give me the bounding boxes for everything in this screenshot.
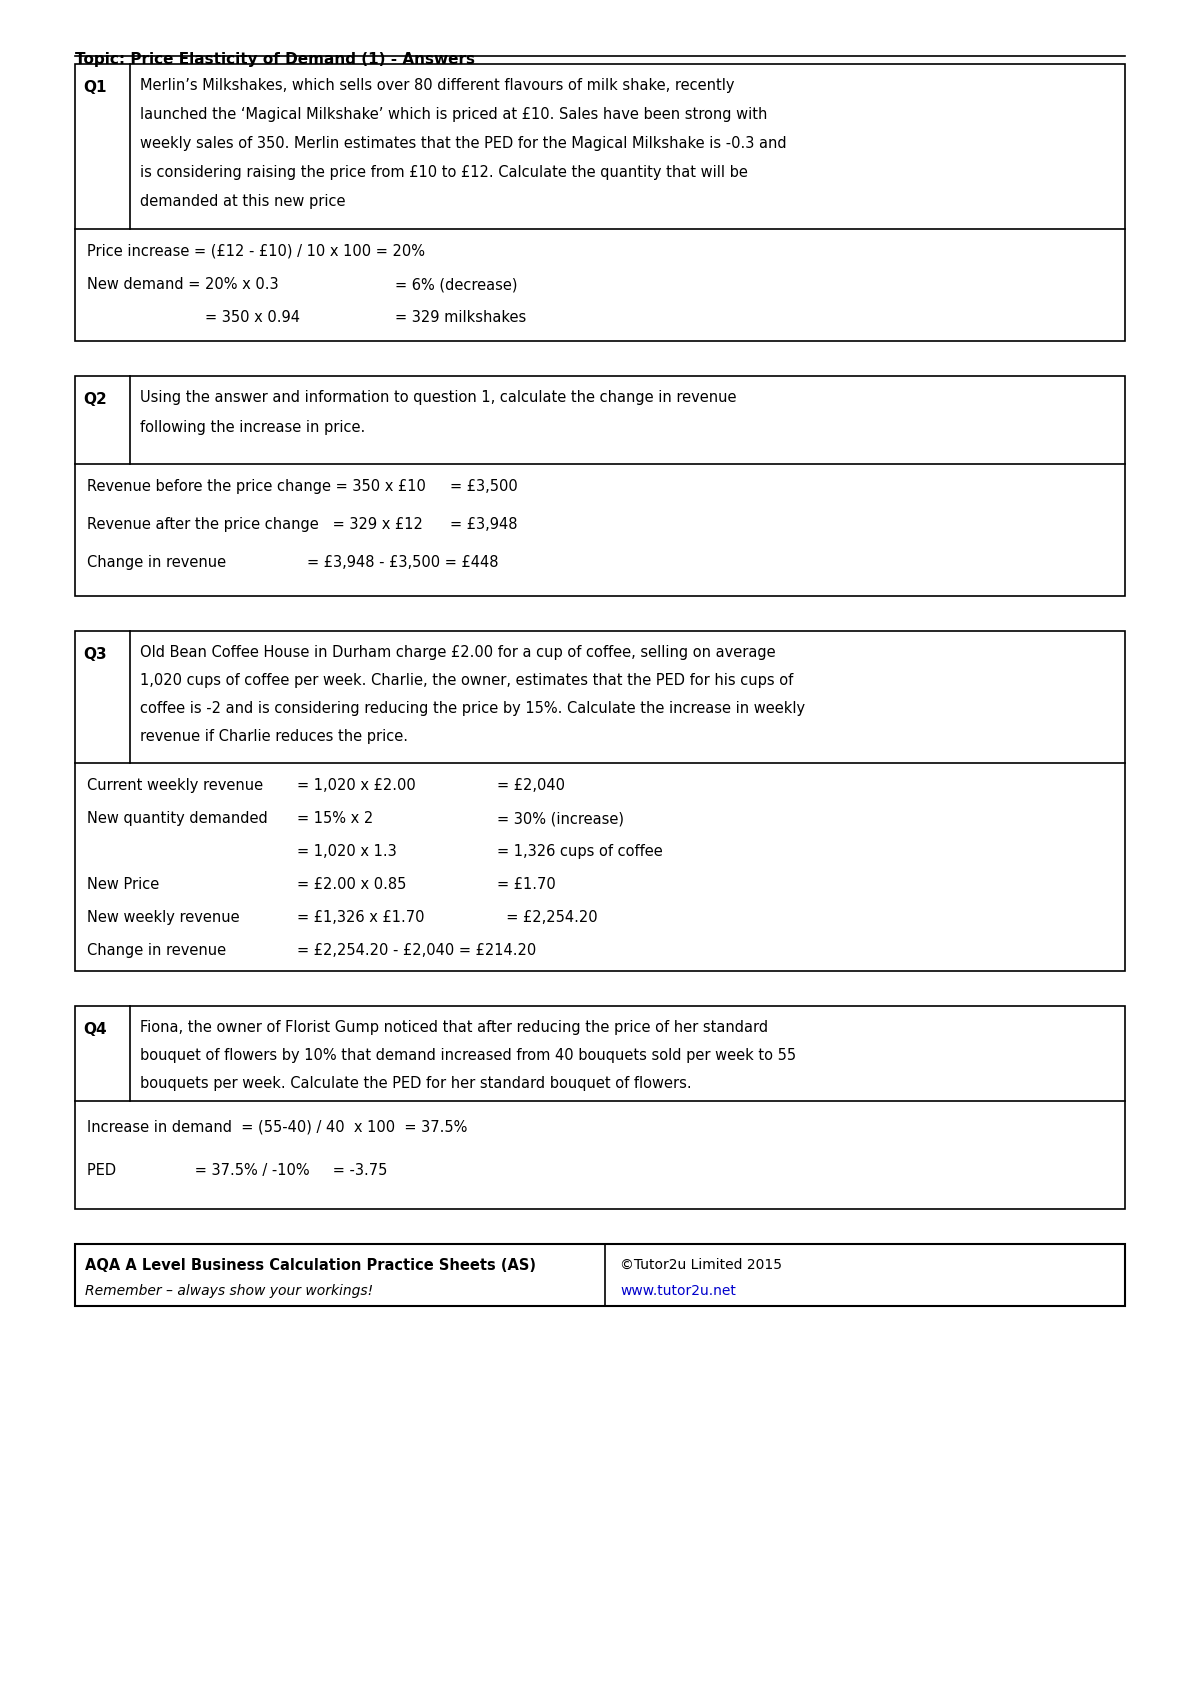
Text: = £3,948: = £3,948 xyxy=(450,517,517,533)
Text: Change in revenue: Change in revenue xyxy=(88,555,226,570)
Bar xyxy=(74,64,1126,341)
Text: is considering raising the price from £10 to £12. Calculate the quantity that wi: is considering raising the price from £1… xyxy=(140,165,748,180)
Text: = £2,040: = £2,040 xyxy=(497,778,565,794)
Text: = £3,500: = £3,500 xyxy=(450,478,517,494)
Text: weekly sales of 350. Merlin estimates that the PED for the Magical Milkshake is : weekly sales of 350. Merlin estimates th… xyxy=(140,136,787,151)
Bar xyxy=(74,1243,1126,1306)
Text: Remember – always show your workings!: Remember – always show your workings! xyxy=(85,1284,373,1297)
Text: Fiona, the owner of Florist Gump noticed that after reducing the price of her st: Fiona, the owner of Florist Gump noticed… xyxy=(140,1019,768,1035)
Text: Change in revenue: Change in revenue xyxy=(88,943,226,958)
Text: Increase in demand  = (55-40) / 40  x 100  = 37.5%: Increase in demand = (55-40) / 40 x 100 … xyxy=(88,1119,467,1135)
Text: = 1,326 cups of coffee: = 1,326 cups of coffee xyxy=(497,845,662,858)
Bar xyxy=(74,1006,1126,1209)
Text: revenue if Charlie reduces the price.: revenue if Charlie reduces the price. xyxy=(140,729,408,745)
Bar xyxy=(74,631,1126,972)
Text: bouquet of flowers by 10% that demand increased from 40 bouquets sold per week t: bouquet of flowers by 10% that demand in… xyxy=(140,1048,796,1063)
Text: coffee is -2 and is considering reducing the price by 15%. Calculate the increas: coffee is -2 and is considering reducing… xyxy=(140,700,805,716)
Text: New quantity demanded: New quantity demanded xyxy=(88,811,268,826)
Text: = 15% x 2: = 15% x 2 xyxy=(298,811,373,826)
Text: Q1: Q1 xyxy=(83,80,107,95)
Text: = 6% (decrease): = 6% (decrease) xyxy=(395,276,517,292)
Text: demanded at this new price: demanded at this new price xyxy=(140,193,346,209)
Text: New weekly revenue: New weekly revenue xyxy=(88,911,240,924)
Text: New demand = 20% x 0.3: New demand = 20% x 0.3 xyxy=(88,276,278,292)
Text: Using the answer and information to question 1, calculate the change in revenue: Using the answer and information to ques… xyxy=(140,390,737,405)
Text: = £2,254.20: = £2,254.20 xyxy=(497,911,598,924)
Text: www.tutor2u.net: www.tutor2u.net xyxy=(620,1284,736,1297)
Text: = £2,254.20 - £2,040 = £214.20: = £2,254.20 - £2,040 = £214.20 xyxy=(298,943,536,958)
Text: bouquets per week. Calculate the PED for her standard bouquet of flowers.: bouquets per week. Calculate the PED for… xyxy=(140,1075,691,1091)
Text: New Price: New Price xyxy=(88,877,160,892)
Text: following the increase in price.: following the increase in price. xyxy=(140,421,365,434)
Text: Revenue before the price change = 350 x £10: Revenue before the price change = 350 x … xyxy=(88,478,426,494)
Text: = 30% (increase): = 30% (increase) xyxy=(497,811,624,826)
Text: PED                 = 37.5% / -10%     = -3.75: PED = 37.5% / -10% = -3.75 xyxy=(88,1163,388,1179)
Text: Q2: Q2 xyxy=(83,392,107,407)
Text: = 329 milkshakes: = 329 milkshakes xyxy=(395,310,527,326)
Text: = 350 x 0.94: = 350 x 0.94 xyxy=(205,310,300,326)
Text: = £3,948 - £3,500 = £448: = £3,948 - £3,500 = £448 xyxy=(307,555,498,570)
Text: = £2.00 x 0.85: = £2.00 x 0.85 xyxy=(298,877,407,892)
Text: AQA A Level Business Calculation Practice Sheets (AS): AQA A Level Business Calculation Practic… xyxy=(85,1258,536,1274)
Text: = 1,020 x £2.00: = 1,020 x £2.00 xyxy=(298,778,415,794)
Text: Old Bean Coffee House in Durham charge £2.00 for a cup of coffee, selling on ave: Old Bean Coffee House in Durham charge £… xyxy=(140,644,775,660)
Text: = 1,020 x 1.3: = 1,020 x 1.3 xyxy=(298,845,397,858)
Text: Price increase = (£12 - £10) / 10 x 100 = 20%: Price increase = (£12 - £10) / 10 x 100 … xyxy=(88,244,425,259)
Text: launched the ‘Magical Milkshake’ which is priced at £10. Sales have been strong : launched the ‘Magical Milkshake’ which i… xyxy=(140,107,767,122)
Text: Q4: Q4 xyxy=(83,1023,107,1036)
Text: 1,020 cups of coffee per week. Charlie, the owner, estimates that the PED for hi: 1,020 cups of coffee per week. Charlie, … xyxy=(140,673,793,689)
Text: ©Tutor2u Limited 2015: ©Tutor2u Limited 2015 xyxy=(620,1258,782,1272)
Text: = £1.70: = £1.70 xyxy=(497,877,556,892)
Bar xyxy=(74,377,1126,595)
Text: Topic: Price Elasticity of Demand (1) - Answers: Topic: Price Elasticity of Demand (1) - … xyxy=(74,53,475,68)
Text: Revenue after the price change   = 329 x £12: Revenue after the price change = 329 x £… xyxy=(88,517,422,533)
Text: Merlin’s Milkshakes, which sells over 80 different flavours of milk shake, recen: Merlin’s Milkshakes, which sells over 80… xyxy=(140,78,734,93)
Text: = £1,326 x £1.70: = £1,326 x £1.70 xyxy=(298,911,425,924)
Text: Current weekly revenue: Current weekly revenue xyxy=(88,778,263,794)
Text: Q3: Q3 xyxy=(83,646,107,661)
